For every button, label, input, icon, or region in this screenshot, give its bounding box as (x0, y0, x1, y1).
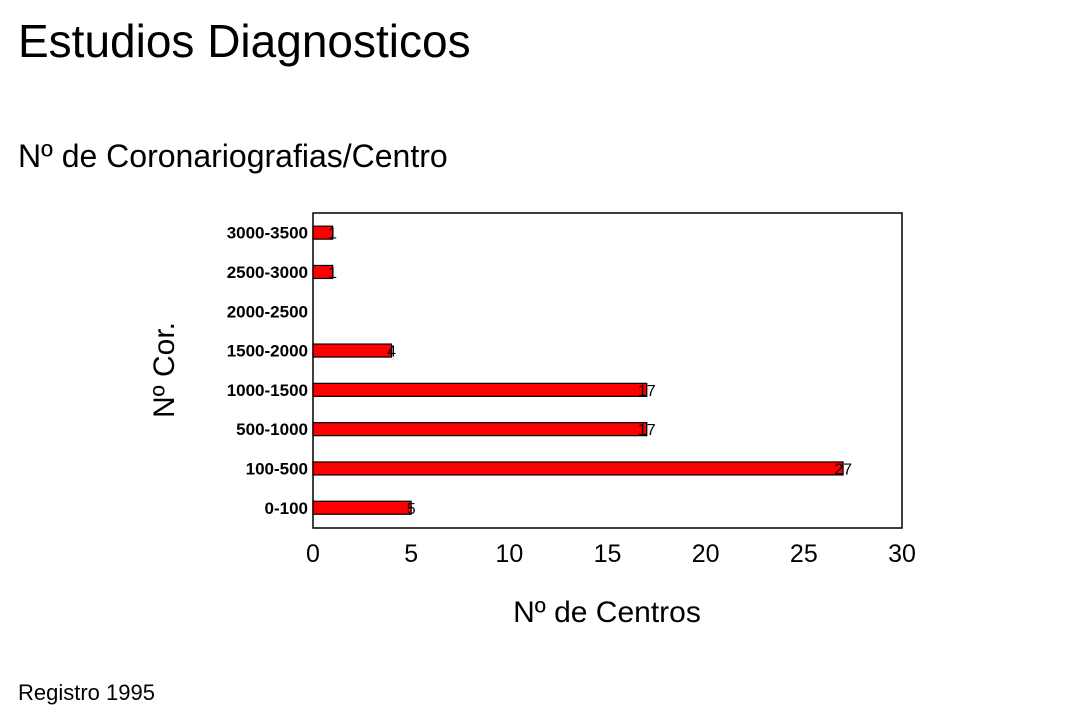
x-tick-label: 30 (888, 540, 916, 568)
data-label: 4 (387, 344, 396, 361)
data-label: 17 (638, 422, 656, 439)
y-tick-label: 1500-2000 (227, 342, 308, 361)
x-tick-label: 5 (404, 540, 418, 568)
page-title: Estudios Diagnosticos (18, 15, 471, 67)
bar (312, 461, 844, 476)
x-tick-label: 25 (790, 540, 818, 568)
y-tick-label: 3000-3500 (227, 224, 308, 243)
plot-area (312, 212, 903, 529)
footer-note: Registro 1995 (18, 680, 155, 705)
bar (312, 382, 648, 397)
bar (312, 225, 334, 240)
data-label: 5 (407, 501, 416, 518)
x-tick-label: 15 (594, 540, 622, 568)
bar (312, 500, 412, 515)
data-label: 27 (834, 461, 852, 478)
x-tick-label: 10 (495, 540, 523, 568)
y-tick-label: 0-100 (265, 499, 308, 518)
y-axis-label: Nº Cor. (148, 322, 181, 418)
bar (312, 422, 648, 437)
data-label: 1 (328, 226, 337, 243)
y-tick-label: 500-1000 (236, 420, 308, 439)
x-tick-label: 0 (306, 540, 320, 568)
y-tick-label: 100-500 (246, 459, 308, 478)
x-axis-label: Nº de Centros (513, 596, 701, 629)
data-label: 17 (638, 383, 656, 400)
y-tick-label: 2000-2500 (227, 302, 308, 321)
bar (312, 343, 393, 358)
chart-subtitle: Nº de Coronariografias/Centro (18, 138, 448, 174)
x-tick-label: 20 (692, 540, 720, 568)
bar (312, 264, 334, 280)
y-tick-label: 1000-1500 (227, 381, 308, 400)
y-tick-label: 2500-3000 (227, 263, 308, 282)
data-label: 1 (328, 265, 337, 282)
